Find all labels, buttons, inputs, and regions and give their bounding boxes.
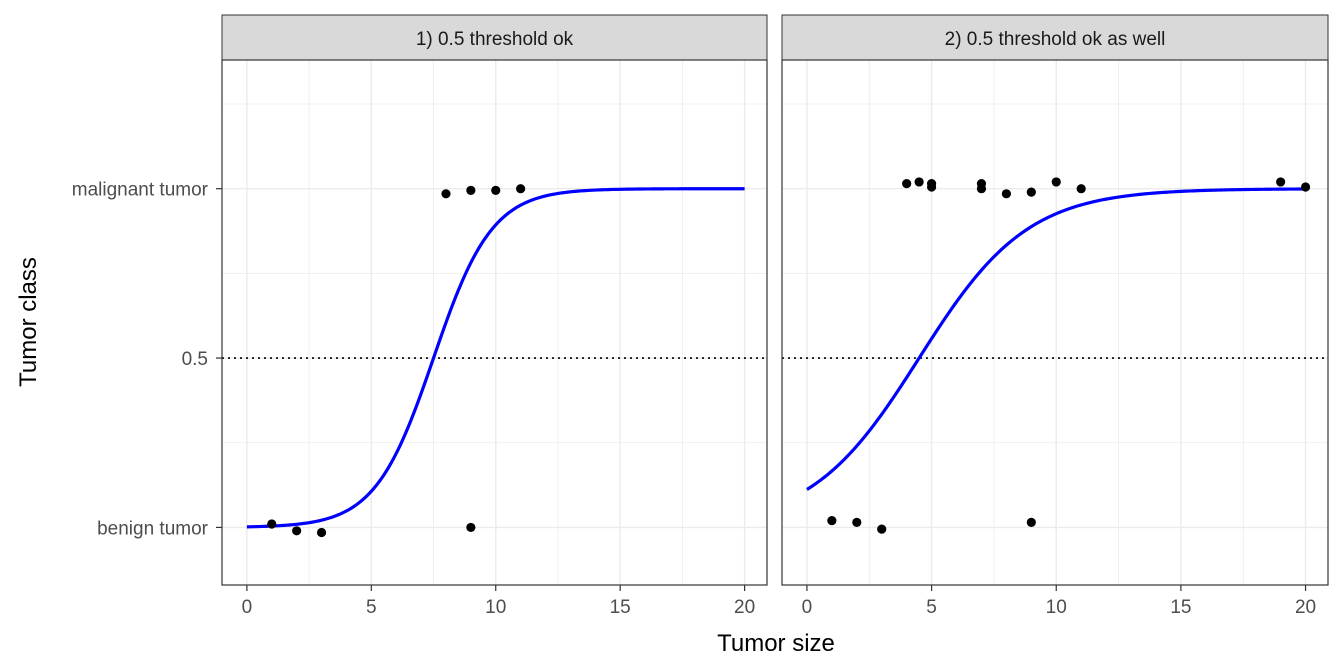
data-point [1026,517,1036,527]
data-point [1001,189,1011,199]
data-point [466,185,476,196]
x-tick-label: 15 [610,597,631,618]
panel-border [781,59,1329,586]
panel-title: 2) 0.5 threshold ok as well [945,29,1166,50]
y-tick-label: 0.5 [182,349,208,370]
x-tick-label: 10 [485,597,506,618]
data-point [1076,184,1086,194]
data-point [466,522,476,533]
panel-background [782,60,1328,585]
x-tick-label: 0 [242,597,253,618]
data-point [827,516,837,526]
data-point [976,184,987,194]
x-tick-label: 20 [1295,597,1316,618]
x-tick-label: 5 [926,597,937,618]
x-tick-label: 10 [1046,597,1067,618]
x-tick-label: 15 [1170,597,1191,618]
panel-border [221,59,768,586]
data-point [1276,177,1286,187]
panel-background [222,60,767,585]
facet-panels: 1) 0.5 threshold ok 0 5 10 15 20 benign tumor 0… [72,14,1329,618]
data-point [877,524,887,534]
data-point [852,517,862,527]
data-point [914,177,924,187]
y-tick-label: malignant tumor [72,180,209,201]
x-axis-title: Tumor size [717,630,835,657]
logistic-curve [246,187,745,529]
panel-1: 1) 0.5 threshold ok 0 5 10 15 20 benign tumor 0… [72,14,768,618]
data-point [441,189,451,199]
x-tick-label: 5 [366,597,377,618]
logistic-curve [806,187,1306,491]
x-tick-label: 20 [734,597,755,618]
data-point [1051,177,1061,187]
data-point [316,527,327,538]
x-tick-label: 0 [802,597,813,618]
y-axis-title: Tumor class [15,257,42,387]
data-point [902,179,912,189]
data-point [926,182,937,192]
data-point [1026,187,1036,197]
data-point [292,526,302,536]
panel-strip [781,14,1329,61]
panel-2: 2) 0.5 threshold ok as well 0 5 10 15 20 [781,14,1329,618]
panel-title: 1) 0.5 threshold ok [416,29,574,50]
data-point [516,184,526,194]
y-tick-label: benign tumor [97,518,209,539]
data-point [491,185,501,196]
data-point [1300,182,1311,192]
data-point [267,519,277,529]
panel-strip [221,14,768,61]
